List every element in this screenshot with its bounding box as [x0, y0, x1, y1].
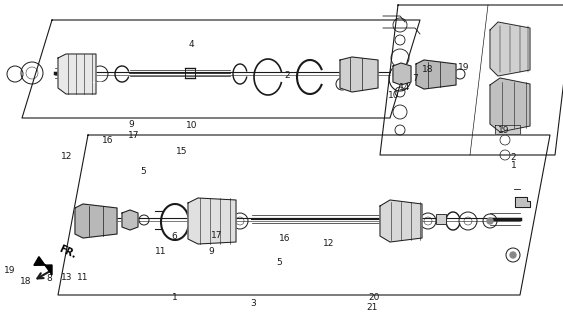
- Text: 8: 8: [46, 274, 52, 283]
- Polygon shape: [380, 200, 422, 242]
- Text: 11: 11: [155, 247, 166, 256]
- Polygon shape: [340, 57, 378, 92]
- Text: 16: 16: [279, 234, 290, 243]
- Polygon shape: [58, 54, 96, 94]
- Text: 19: 19: [498, 126, 510, 135]
- Text: 2: 2: [511, 153, 516, 162]
- Text: 9: 9: [128, 120, 134, 129]
- Text: 6: 6: [172, 232, 177, 241]
- Text: 1: 1: [511, 161, 516, 170]
- Polygon shape: [416, 60, 456, 89]
- Text: 19: 19: [458, 63, 469, 72]
- Text: 3: 3: [251, 300, 256, 308]
- Text: 15: 15: [176, 147, 187, 156]
- Text: 13: 13: [61, 273, 72, 282]
- Text: 18: 18: [422, 65, 434, 74]
- Text: 9: 9: [208, 247, 214, 256]
- Text: 11: 11: [77, 273, 88, 282]
- Text: 10: 10: [186, 121, 197, 130]
- Text: 16: 16: [102, 136, 114, 145]
- Text: 17: 17: [211, 231, 222, 240]
- Text: 19: 19: [5, 266, 16, 275]
- Text: 18: 18: [20, 277, 31, 286]
- Polygon shape: [393, 63, 411, 85]
- Text: 10: 10: [388, 91, 400, 100]
- Polygon shape: [188, 198, 236, 244]
- Text: 2: 2: [284, 71, 290, 80]
- Text: 4: 4: [189, 40, 194, 49]
- Polygon shape: [490, 22, 530, 76]
- Text: 5: 5: [276, 258, 282, 267]
- Text: 17: 17: [128, 131, 140, 140]
- Text: 14: 14: [399, 83, 410, 92]
- Text: 5: 5: [141, 167, 146, 176]
- Text: 12: 12: [61, 152, 72, 161]
- Circle shape: [487, 218, 493, 224]
- Text: 12: 12: [323, 239, 334, 248]
- Circle shape: [510, 252, 516, 258]
- Text: 21: 21: [366, 303, 377, 312]
- Polygon shape: [515, 197, 530, 207]
- Text: 1: 1: [172, 293, 177, 302]
- Text: 20: 20: [369, 293, 380, 302]
- Polygon shape: [490, 78, 530, 132]
- Polygon shape: [75, 204, 117, 238]
- Polygon shape: [34, 257, 52, 275]
- Text: FR.: FR.: [57, 244, 78, 260]
- Bar: [436, 214, 446, 224]
- Polygon shape: [495, 125, 520, 134]
- Polygon shape: [122, 210, 138, 230]
- Text: 7: 7: [412, 74, 418, 83]
